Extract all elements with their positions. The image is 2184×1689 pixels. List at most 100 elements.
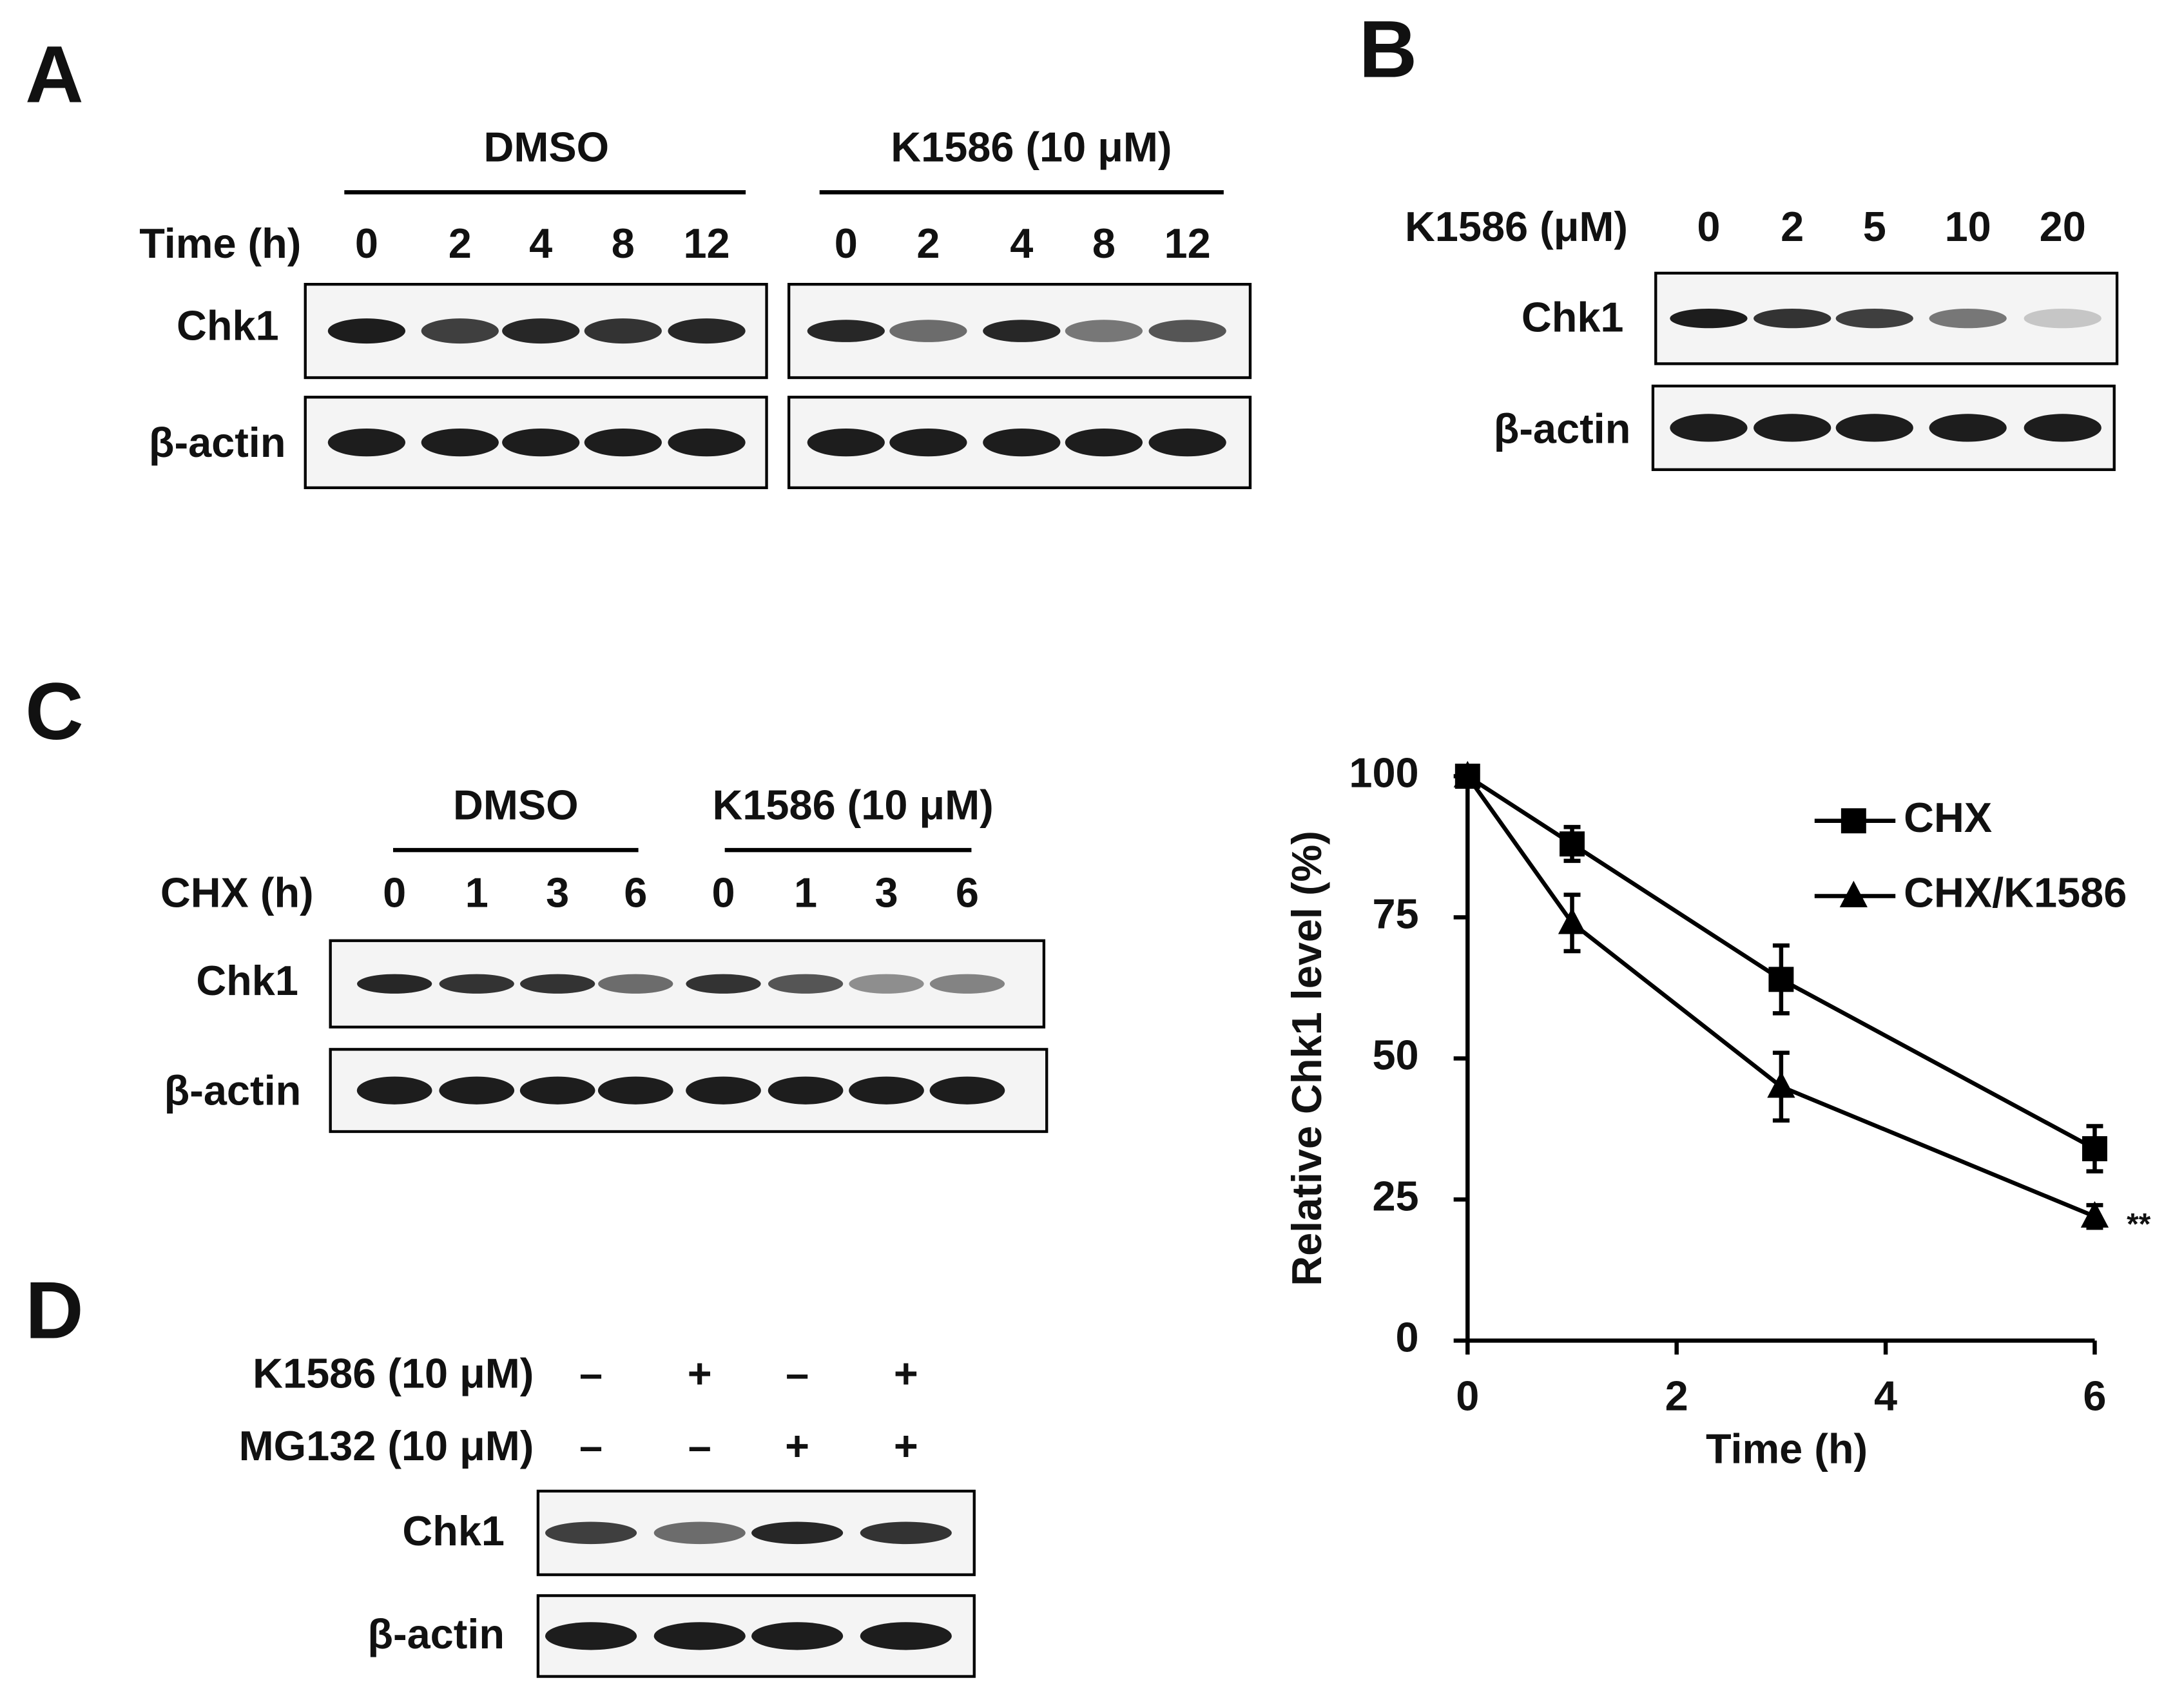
panel-label: A — [25, 29, 84, 120]
band — [686, 1076, 761, 1105]
marker — [2082, 1136, 2107, 1162]
marker — [1560, 831, 1585, 857]
panel-label: B — [1359, 4, 1418, 95]
lane-label: 2 — [449, 220, 472, 267]
band — [849, 974, 924, 994]
band — [1065, 320, 1143, 342]
band — [1929, 414, 2007, 442]
legend-marker — [1839, 880, 1868, 907]
band — [1754, 309, 1831, 329]
lane-label: 3 — [546, 869, 569, 916]
lane-label: 0 — [383, 869, 406, 916]
band — [502, 318, 580, 344]
blot-label: β-actin — [367, 1610, 505, 1657]
marker — [1767, 1071, 1795, 1098]
lane-label: 1 — [465, 869, 488, 916]
band — [584, 428, 662, 457]
band — [849, 1076, 924, 1105]
lane-label: 0 — [355, 220, 378, 267]
lane-label: + — [688, 1350, 712, 1397]
band — [584, 318, 662, 344]
annotation: ** — [2127, 1208, 2151, 1242]
blot-label: β-actin — [149, 419, 286, 466]
marker — [1558, 907, 1587, 934]
lane-label: 20 — [2040, 203, 2086, 250]
lane-label: 3 — [875, 869, 898, 916]
blot-label: β-actin — [1494, 405, 1631, 452]
band — [1835, 309, 1913, 329]
lane-label: 10 — [1945, 203, 1991, 250]
band — [598, 974, 673, 994]
panel-label: D — [25, 1265, 84, 1356]
blot-label: Chk1 — [402, 1507, 505, 1554]
legend-label: CHX/K1586 — [1904, 869, 2127, 916]
panel-label: C — [25, 666, 84, 757]
band — [327, 318, 406, 344]
band — [439, 1076, 515, 1105]
lane-label: 12 — [1164, 220, 1211, 267]
legend-marker — [1841, 808, 1866, 834]
band — [768, 974, 844, 994]
row-label: K1586 (10 μM) — [253, 1350, 534, 1397]
band — [597, 1076, 673, 1105]
blot-label: Chk1 — [1522, 294, 1624, 341]
y-axis-label: Relative Chk1 level (%) — [1283, 831, 1330, 1286]
x-axis-label: Time (h) — [1706, 1425, 1868, 1472]
group-label: DMSO — [484, 124, 610, 171]
line — [1465, 775, 2096, 1219]
lane-label: + — [894, 1350, 918, 1397]
band — [421, 428, 499, 457]
band — [520, 974, 595, 994]
row-label: MG132 (10 μM) — [239, 1422, 534, 1469]
x-tick-label: 4 — [1874, 1372, 1897, 1419]
lane-label: 1 — [794, 869, 817, 916]
band — [357, 974, 432, 994]
band — [1929, 309, 2007, 329]
band — [356, 1076, 432, 1105]
lane-label: 12 — [683, 220, 730, 267]
band — [807, 428, 885, 457]
y-tick-label: 100 — [1349, 749, 1418, 796]
x-tick-label: 6 — [2083, 1372, 2106, 1419]
band — [1670, 309, 1748, 329]
blot-label: Chk1 — [177, 302, 279, 349]
band — [1670, 414, 1748, 442]
x-tick-label: 0 — [1456, 1372, 1479, 1419]
band — [2024, 309, 2102, 329]
band — [1754, 414, 1831, 442]
lane-label: – — [786, 1350, 809, 1397]
line — [1466, 774, 2096, 1151]
lane-label: + — [894, 1422, 918, 1469]
lane-label: – — [688, 1422, 711, 1469]
lane-label: 5 — [1863, 203, 1886, 250]
band — [421, 318, 499, 344]
band — [929, 974, 1005, 994]
lane-label: + — [785, 1422, 809, 1469]
band — [519, 1076, 595, 1105]
y-tick-label: 75 — [1372, 891, 1418, 938]
band — [2024, 414, 2102, 442]
band — [668, 318, 746, 344]
band — [1148, 428, 1226, 457]
band — [1148, 320, 1226, 342]
marker — [2080, 1201, 2109, 1228]
band — [751, 1622, 844, 1650]
band — [889, 320, 967, 342]
band — [653, 1521, 746, 1545]
band — [983, 428, 1061, 457]
lane-label: 0 — [1697, 203, 1720, 250]
lane-label: 4 — [529, 220, 552, 267]
lane-label: 4 — [1010, 220, 1033, 267]
marker — [1768, 967, 1794, 992]
lane-label: 0 — [711, 869, 735, 916]
lane-label: 0 — [835, 220, 858, 267]
group-label: K1586 (10 μM) — [891, 124, 1172, 171]
band — [860, 1521, 952, 1545]
lane-label: 6 — [624, 869, 647, 916]
legend-label: CHX — [1904, 794, 1992, 841]
band — [502, 428, 580, 457]
band — [653, 1622, 746, 1650]
band — [439, 974, 514, 994]
lane-label: 6 — [956, 869, 979, 916]
